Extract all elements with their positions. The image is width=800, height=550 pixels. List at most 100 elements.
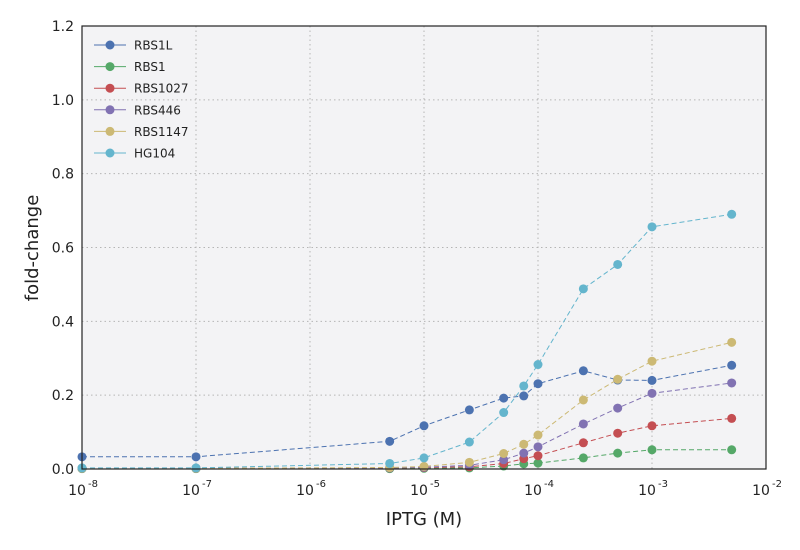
data-point [578,366,588,376]
data-point [727,413,737,423]
data-point [419,421,429,431]
data-point [647,421,657,431]
x-tick-exponent: -2 [772,479,782,490]
x-tick-exponent: -8 [88,479,98,490]
data-point [578,284,588,294]
data-point [727,337,737,347]
data-point [647,388,657,398]
data-point [519,439,529,449]
data-point [578,395,588,405]
data-point [578,438,588,448]
legend-label: RBS1027 [134,82,189,96]
grid [82,26,766,469]
x-tick-label: 10 -3 [638,479,668,499]
plot-frame [81,25,767,470]
y-tick-label: 0.0 [52,462,74,478]
data-point [191,452,201,462]
legend-label: HG104 [134,147,175,161]
legend: RBS1L RBS1 RBS1027 RBS446 RBS1147 HG104 [94,39,189,161]
data-point [647,375,657,385]
legend-label: RBS1147 [134,125,189,139]
data-point [647,445,657,455]
y-tick-label: 0.2 [52,388,74,404]
data-point [385,458,395,468]
data-point [727,378,737,388]
data-point [533,442,543,452]
legend-marker [105,62,115,72]
x-tick-base: 10 [296,483,314,499]
series-rbs1l [77,360,737,462]
y-tick-label: 0.4 [52,314,74,330]
x-tick-base: 10 [410,483,428,499]
data-point [578,453,588,463]
legend-label: RBS1 [134,60,166,74]
data-point [419,453,429,463]
y-axis-label: fold-change [22,195,43,302]
data-point [519,448,529,458]
y-tick-label: 0.8 [52,167,74,183]
x-tick-label: 10 -6 [296,479,326,499]
x-tick-base: 10 [524,483,542,499]
legend-entry: RBS1027 [94,82,189,96]
data-point [191,463,201,473]
data-point [464,405,474,415]
legend-label: RBS1L [134,39,173,53]
data-point [519,381,529,391]
legend-entry: RBS446 [94,103,181,117]
data-point [385,436,395,446]
legend-entry: HG104 [94,147,175,161]
data-point [464,457,474,467]
x-tick-label: 10 -8 [68,479,98,499]
data-point [499,408,509,418]
x-tick-exponent: -6 [316,479,326,490]
data-point [499,455,509,465]
x-tick-exponent: -4 [544,479,554,490]
data-point [519,391,529,401]
legend-marker [105,105,115,115]
data-point [727,360,737,370]
data-point [533,379,543,389]
data-point [647,222,657,232]
y-tick-label: 0.6 [52,241,74,257]
x-tick-exponent: -3 [658,479,668,490]
x-tick-label: 10 -7 [182,479,212,499]
legend-entry: RBS1L [94,39,173,53]
x-tick-exponent: -7 [202,479,212,490]
legend-entry: RBS1 [94,60,166,74]
x-ticks: 10 -8 10 -7 10 -6 10 -5 10 -4 10 -3 10 -2 [68,479,782,499]
series-line [82,341,732,469]
data-point [613,428,623,438]
x-tick-label: 10 -4 [524,479,554,499]
x-axis-label: IPTG (M) [386,509,462,530]
legend-label: RBS446 [134,103,181,117]
data-point [613,403,623,413]
data-point [727,209,737,219]
x-tick-label: 10 -5 [410,479,440,499]
data-point [499,393,509,403]
data-point [533,458,543,468]
data-point [533,451,543,461]
y-tick-label: 1.0 [52,93,74,109]
legend-marker [105,126,115,136]
data-point [533,430,543,440]
x-tick-exponent: -5 [430,479,440,490]
y-tick-label: 1.2 [52,19,74,35]
legend-marker [105,148,115,158]
x-tick-base: 10 [68,483,86,499]
legend-marker [105,40,115,50]
series-hg104 [77,209,737,473]
x-tick-base: 10 [752,483,770,499]
data-point [499,448,509,458]
series-line [82,364,732,458]
data-point [578,419,588,429]
x-tick-base: 10 [638,483,656,499]
data-point [613,448,623,458]
data-point [533,360,543,370]
x-tick-label: 10 -2 [752,479,782,499]
legend-entry: RBS1147 [94,125,189,139]
data-point [464,437,474,447]
data-point [613,259,623,269]
y-ticks: 0.0 0.2 0.4 0.6 0.8 1.0 1.2 [52,19,74,478]
x-tick-base: 10 [182,483,200,499]
